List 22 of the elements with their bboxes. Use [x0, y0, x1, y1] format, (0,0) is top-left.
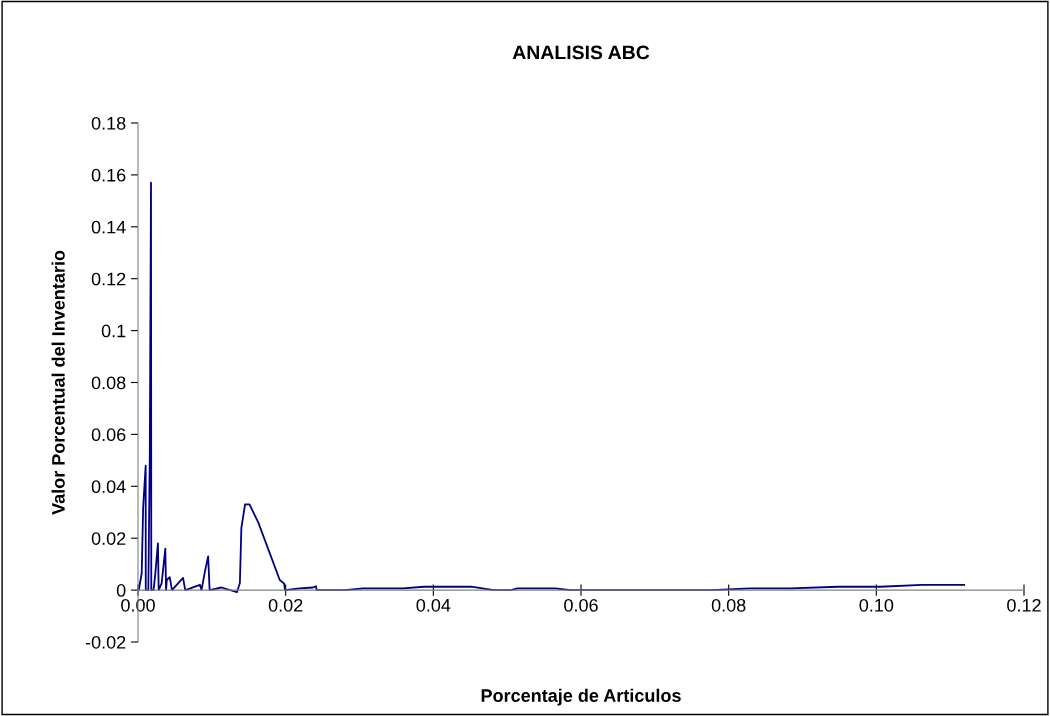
y-tick-label: 0 — [116, 584, 126, 597]
x-axis-title: Porcentaje de Articulos — [481, 688, 681, 706]
x-tick-label: 0.02 — [268, 598, 303, 612]
x-tick-label: 0.08 — [711, 598, 746, 612]
line-series — [138, 181, 966, 594]
y-tick-label: 0.14 — [91, 220, 126, 234]
y-tick-label: -0.02 — [85, 635, 126, 649]
y-axis-title: Valor Porcentual del Inventario — [51, 250, 65, 515]
y-tick-label: 0.1 — [101, 324, 126, 338]
y-tick-label: 0.16 — [91, 168, 126, 182]
chart-title: ANALISIS ABC — [512, 45, 650, 60]
x-tick-label: 0.12 — [1007, 598, 1041, 612]
x-tick-label: 0.04 — [416, 598, 451, 612]
x-tick-label: 0.00 — [121, 598, 155, 612]
y-tick-label: 0.04 — [91, 480, 126, 494]
y-tick-label: 0.18 — [91, 116, 126, 130]
x-tick-label: 0.10 — [859, 598, 894, 612]
x-tick-label: 0.06 — [564, 598, 598, 612]
y-tick-label: 0.12 — [91, 272, 126, 286]
y-tick-label: 0.06 — [91, 428, 126, 442]
y-tick-label: 0.08 — [91, 376, 126, 390]
y-tick-label: 0.02 — [91, 532, 126, 545]
